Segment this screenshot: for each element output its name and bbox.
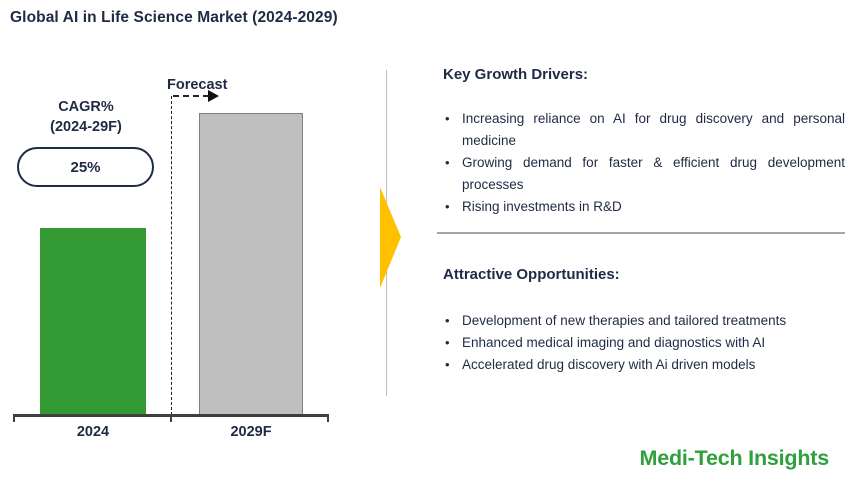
section-heading-growth-drivers: Key Growth Drivers: [443, 66, 589, 83]
page-title: Global AI in Life Science Market (2024-2… [10, 9, 338, 26]
x-axis-label-2029f: 2029F [230, 424, 272, 440]
bullet-item: Development of new therapies and tailore… [443, 310, 845, 332]
bullet-item: Growing demand for faster & efficient dr… [443, 152, 845, 196]
right-arrow-icon [380, 187, 401, 288]
forecast-label: Forecast [167, 77, 228, 93]
x-axis-tick-right [327, 414, 329, 422]
cagr-label-line2: (2024-29F) [50, 119, 122, 135]
x-axis-label-2024: 2024 [76, 424, 110, 440]
medi-tech-insights-logo: Medi-Tech Insights [639, 446, 829, 470]
forecast-arrowhead-icon [208, 90, 219, 102]
cagr-value-pill: 25% [17, 147, 154, 187]
x-axis-tick-left [13, 414, 15, 422]
cagr-label-line1: CAGR% [58, 99, 114, 115]
bar-2024 [40, 228, 146, 415]
forecast-dashed-divider [171, 96, 172, 415]
section-heading-opportunities: Attractive Opportunities: [443, 266, 620, 283]
bullet-item: Increasing reliance on AI for drug disco… [443, 108, 845, 152]
bar-2029f [199, 113, 303, 415]
x-axis-tick-middle [170, 414, 172, 422]
bullet-item: Accelerated drug discovery with Ai drive… [443, 354, 845, 376]
horizontal-divider [437, 232, 845, 235]
cagr-label: CAGR% (2024-29F) [6, 97, 166, 137]
growth-drivers-list: Increasing reliance on AI for drug disco… [443, 108, 845, 218]
cagr-value: 25% [70, 158, 101, 176]
opportunities-list: Development of new therapies and tailore… [443, 310, 845, 376]
bullet-item: Enhanced medical imaging and diagnostics… [443, 332, 845, 354]
forecast-dashed-line [173, 95, 209, 97]
bullet-item: Rising investments in R&D [443, 196, 845, 218]
